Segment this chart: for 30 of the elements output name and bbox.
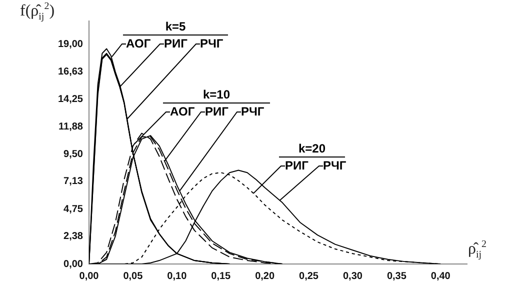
x-tick-label: 0,40 (430, 270, 451, 282)
x-tick-label: 0,10 (167, 270, 188, 282)
annotation: k=10 (202, 87, 230, 102)
x-tick-label: 0,05 (123, 270, 144, 282)
y-tick-label: 9,50 (64, 148, 84, 160)
annotation: РЧГ (241, 104, 264, 118)
y-axis-title: f(ρ̂$_{ij}$$^{2}$) (20, 1, 55, 23)
y-tick-label: 7,13 (64, 176, 84, 188)
annotation: АОГ (170, 104, 195, 118)
x-tick-label: 0,35 (386, 270, 407, 282)
x-tick-label: 0,20 (255, 270, 275, 282)
y-tick-label: 16,63 (58, 66, 84, 78)
annotation: РИГ (164, 36, 188, 50)
x-tick-label: 0,30 (342, 270, 363, 282)
y-tick-label: 4,75 (64, 204, 84, 215)
annotation: РЧГ (323, 158, 346, 172)
y-tick-label: 11,88 (58, 121, 84, 132)
annotation: РИГ (205, 104, 229, 118)
annotation: РИГ (285, 158, 309, 172)
annotation: k=20 (298, 141, 326, 156)
y-tick-label: 19,00 (58, 38, 84, 50)
annotation: k=5 (165, 19, 186, 34)
y-tick-label: 2,38 (64, 231, 84, 242)
y-tick-label: 0,00 (64, 258, 84, 270)
x-tick-label: 0,00 (79, 270, 100, 282)
y-tick-label: 14,25 (58, 94, 84, 105)
x-tick-label: 0,25 (299, 270, 319, 282)
annotation: РЧГ (200, 36, 224, 50)
annotation: АОГ (126, 36, 151, 50)
x-tick-label: 0,15 (211, 270, 232, 282)
